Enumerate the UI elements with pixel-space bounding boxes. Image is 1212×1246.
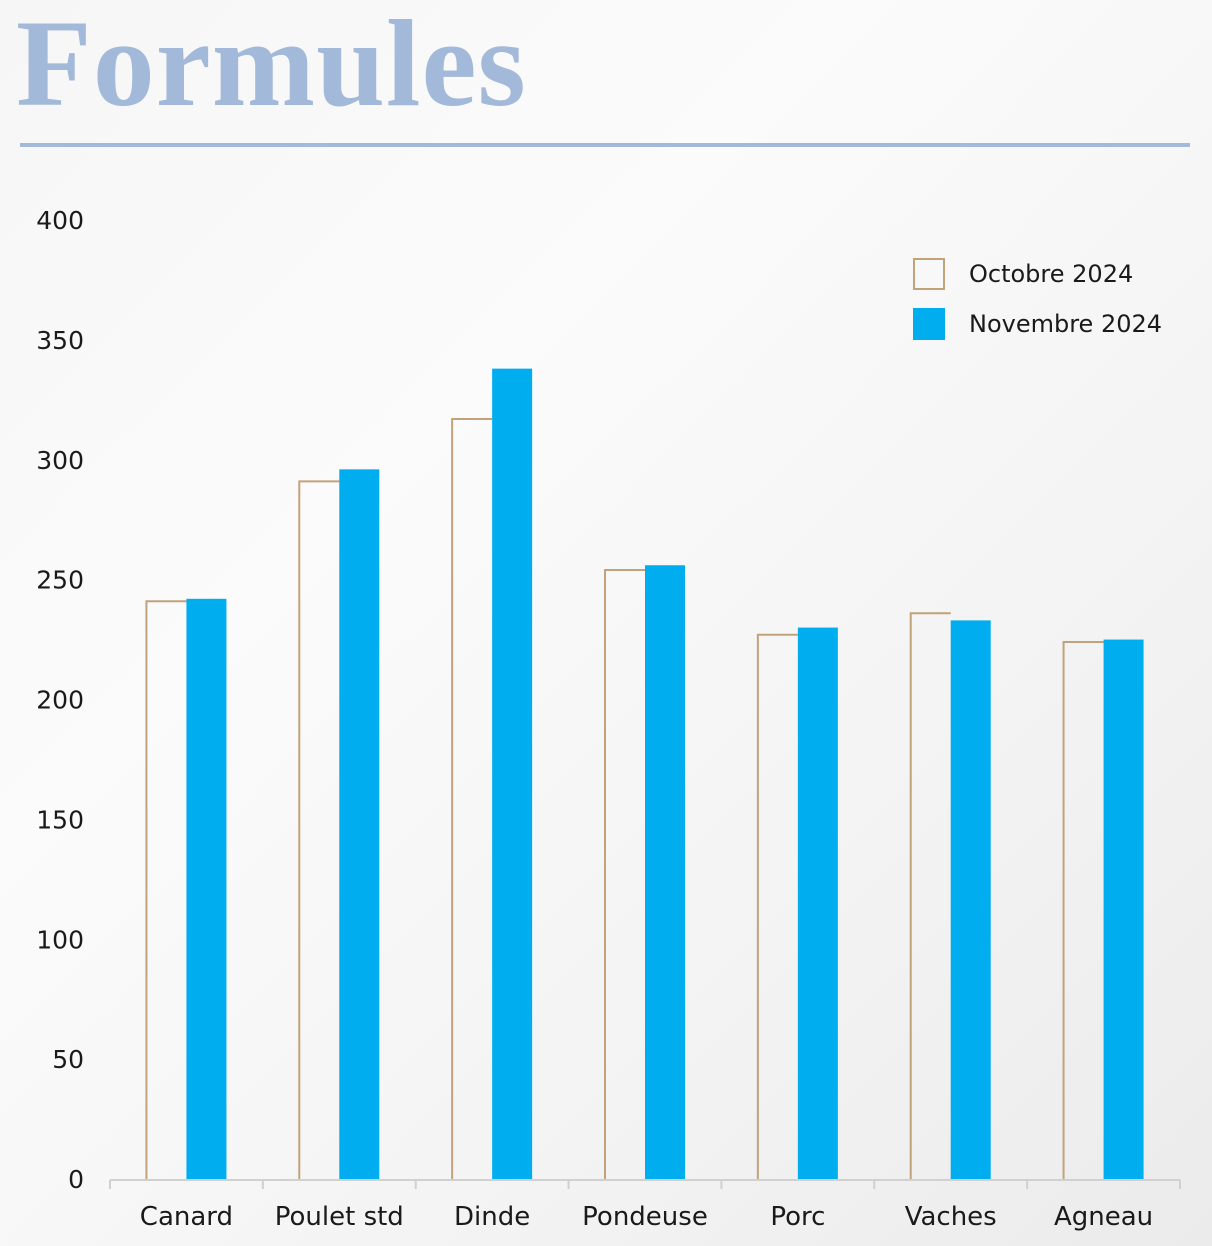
y-tick-label: 0: [68, 1165, 84, 1194]
y-tick-label: 350: [36, 326, 84, 355]
bar-octobre: [604, 569, 645, 1179]
bar-novembre: [186, 598, 227, 1179]
legend-swatch-octobre: [913, 258, 945, 290]
legend-item-octobre: Octobre 2024: [913, 257, 1162, 291]
x-category-label: Dinde: [454, 1202, 530, 1232]
x-category-label: Pondeuse: [582, 1202, 708, 1232]
bars: [145, 368, 1144, 1180]
x-category-label: Vaches: [905, 1202, 997, 1232]
legend-label-novembre: Novembre 2024: [969, 310, 1163, 338]
page-title: Formules: [16, 0, 527, 132]
bar-octobre: [145, 600, 187, 1179]
y-tick-label: 400: [36, 206, 84, 235]
title-divider: [20, 143, 1190, 147]
bar-novembre: [950, 620, 991, 1179]
bar-novembre: [339, 469, 380, 1180]
legend-item-novembre: Novembre 2024: [913, 307, 1162, 341]
bar-octobre: [909, 612, 951, 1179]
y-tick-label: 250: [36, 566, 84, 595]
bar-octobre: [1062, 640, 1104, 1179]
y-tick-label: 50: [52, 1045, 84, 1074]
x-category-label: Poulet std: [275, 1202, 404, 1232]
x-axis: Canard Poulet std Dinde Pondeuse Porc Vaches A…: [109, 1179, 1181, 1232]
y-tick-label: 200: [36, 686, 84, 715]
x-category-label: Canard: [140, 1202, 233, 1232]
y-tick-label: 100: [36, 925, 84, 954]
y-tick-label: 150: [36, 805, 84, 834]
legend-swatch-novembre: [913, 308, 945, 340]
legend-label-octobre: Octobre 2024: [969, 260, 1134, 288]
bar-octobre: [451, 417, 493, 1179]
chart-legend: Octobre 2024 Novembre 2024: [913, 257, 1162, 357]
bar-novembre: [1103, 639, 1144, 1179]
x-category-label: Agneau: [1054, 1202, 1153, 1232]
bar-novembre: [797, 627, 838, 1179]
x-category-label: Porc: [770, 1202, 825, 1232]
y-axis: 0 50 100 150 200 250 300 350 400: [36, 206, 84, 1194]
bar-octobre: [756, 633, 798, 1179]
y-tick-label: 300: [36, 446, 84, 475]
bar-octobre: [298, 480, 340, 1179]
bar-novembre: [645, 565, 685, 1179]
bar-novembre: [492, 368, 533, 1179]
